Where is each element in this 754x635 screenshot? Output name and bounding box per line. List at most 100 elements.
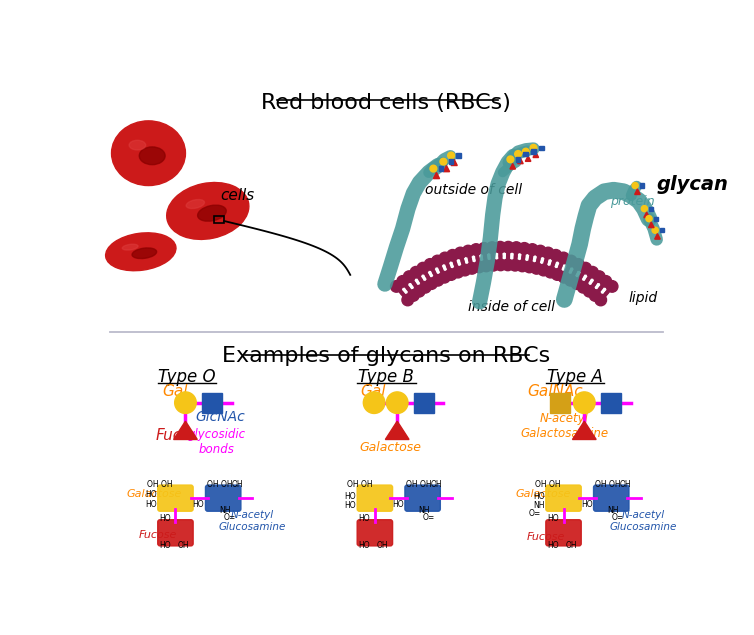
- Text: HO: HO: [345, 492, 356, 501]
- Text: OH: OH: [431, 480, 443, 489]
- Text: glycan: glycan: [657, 175, 728, 194]
- Circle shape: [551, 269, 563, 280]
- Text: HO: HO: [145, 490, 157, 499]
- Text: outside of cell: outside of cell: [425, 183, 522, 197]
- Polygon shape: [648, 222, 654, 227]
- Circle shape: [470, 244, 482, 255]
- Circle shape: [580, 262, 591, 274]
- Circle shape: [502, 259, 513, 271]
- Text: OH OH: OH OH: [147, 480, 173, 489]
- Circle shape: [544, 266, 556, 278]
- Circle shape: [439, 252, 451, 264]
- Text: HO: HO: [345, 502, 356, 511]
- Circle shape: [558, 272, 570, 283]
- Circle shape: [363, 392, 385, 413]
- Polygon shape: [173, 421, 198, 439]
- FancyBboxPatch shape: [158, 485, 193, 511]
- Circle shape: [431, 255, 443, 267]
- Circle shape: [590, 290, 601, 301]
- Text: lipid: lipid: [628, 291, 657, 305]
- Bar: [449, 159, 453, 164]
- Circle shape: [509, 260, 521, 271]
- Circle shape: [652, 227, 658, 233]
- Text: O=: O=: [611, 513, 624, 522]
- FancyBboxPatch shape: [206, 485, 241, 511]
- Ellipse shape: [132, 248, 157, 258]
- Polygon shape: [443, 166, 449, 171]
- Bar: [456, 153, 461, 158]
- Circle shape: [531, 263, 542, 274]
- Circle shape: [595, 294, 606, 306]
- Circle shape: [452, 266, 464, 278]
- Text: cells: cells: [220, 188, 254, 203]
- Circle shape: [519, 243, 530, 254]
- Text: Examples of glycans on RBCs: Examples of glycans on RBCs: [222, 345, 550, 366]
- Text: Type B: Type B: [358, 368, 415, 385]
- Polygon shape: [533, 152, 538, 157]
- Polygon shape: [510, 164, 516, 169]
- Text: HO: HO: [159, 540, 170, 550]
- Polygon shape: [385, 421, 409, 439]
- Ellipse shape: [198, 205, 226, 221]
- Bar: [649, 206, 654, 211]
- Circle shape: [566, 255, 577, 267]
- FancyBboxPatch shape: [357, 519, 393, 546]
- Polygon shape: [654, 234, 661, 239]
- Circle shape: [446, 269, 457, 280]
- Circle shape: [587, 267, 598, 278]
- Bar: [550, 392, 570, 413]
- Circle shape: [606, 281, 618, 292]
- Text: NH: NH: [219, 506, 231, 515]
- Circle shape: [550, 250, 562, 261]
- Text: OH: OH: [377, 540, 388, 550]
- Bar: [640, 184, 644, 187]
- Circle shape: [515, 150, 522, 157]
- Ellipse shape: [186, 199, 204, 208]
- Circle shape: [448, 152, 455, 159]
- Circle shape: [430, 165, 437, 172]
- Circle shape: [417, 262, 429, 274]
- Circle shape: [510, 242, 522, 253]
- Circle shape: [495, 259, 507, 271]
- Text: Galactose: Galactose: [359, 441, 421, 454]
- Ellipse shape: [129, 140, 146, 150]
- Text: OH: OH: [619, 480, 631, 489]
- Circle shape: [419, 281, 431, 293]
- Bar: [654, 217, 658, 221]
- Circle shape: [455, 247, 466, 259]
- Circle shape: [478, 243, 490, 254]
- Circle shape: [572, 278, 583, 290]
- Circle shape: [410, 267, 421, 278]
- Text: HO: HO: [533, 492, 544, 501]
- Circle shape: [600, 276, 611, 287]
- Bar: [202, 392, 222, 413]
- Text: OH OH: OH OH: [595, 480, 621, 489]
- Text: O=: O=: [423, 513, 435, 522]
- Circle shape: [593, 271, 605, 283]
- FancyBboxPatch shape: [405, 485, 440, 511]
- Ellipse shape: [167, 182, 249, 239]
- Text: OH OH: OH OH: [535, 480, 561, 489]
- Text: OH OH: OH OH: [347, 480, 372, 489]
- Circle shape: [426, 278, 437, 290]
- Text: GlcNAc: GlcNAc: [195, 410, 245, 424]
- Text: HO: HO: [392, 500, 404, 509]
- Circle shape: [440, 158, 447, 165]
- FancyBboxPatch shape: [158, 519, 193, 546]
- Text: HO: HO: [358, 514, 370, 523]
- Text: OH OH: OH OH: [406, 480, 431, 489]
- Polygon shape: [526, 156, 531, 161]
- Circle shape: [486, 242, 498, 253]
- Circle shape: [408, 290, 419, 301]
- Text: HO: HO: [145, 500, 157, 509]
- Bar: [414, 392, 434, 413]
- FancyBboxPatch shape: [593, 485, 629, 511]
- Text: HO: HO: [581, 500, 593, 509]
- Bar: [601, 392, 621, 413]
- Bar: [539, 145, 544, 150]
- Circle shape: [574, 392, 595, 413]
- Circle shape: [495, 241, 506, 253]
- Text: Red blood cells (RBCs): Red blood cells (RBCs): [262, 93, 511, 113]
- FancyBboxPatch shape: [546, 519, 581, 546]
- Text: NH: NH: [418, 506, 430, 515]
